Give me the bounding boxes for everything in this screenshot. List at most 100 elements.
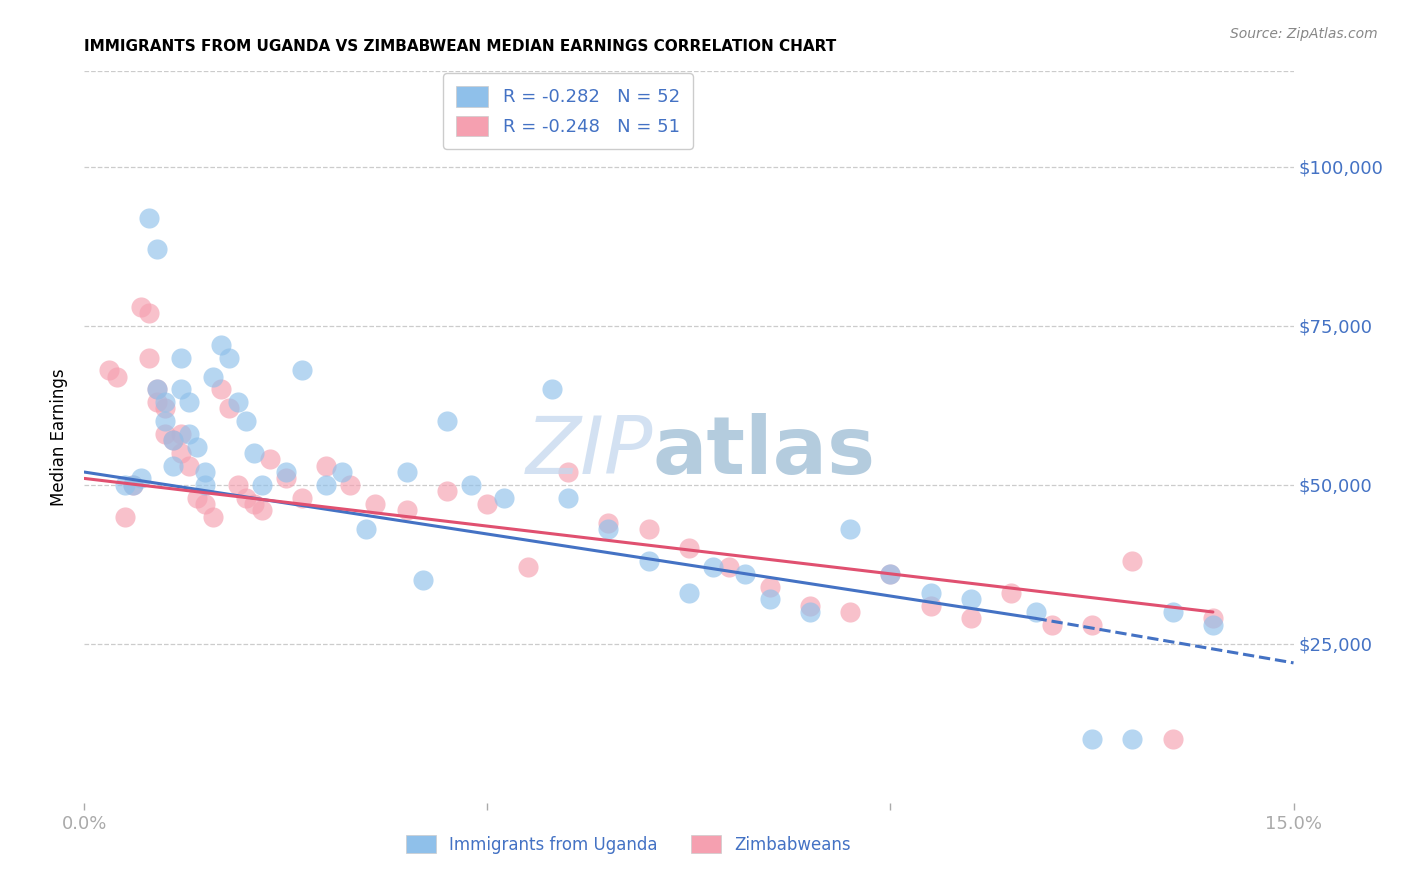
Point	[291, 491, 314, 505]
Point	[315, 458, 337, 473]
Point	[1121, 554, 1143, 568]
Point	[170, 446, 193, 460]
Point	[138, 306, 160, 320]
Point	[121, 477, 143, 491]
Point	[274, 465, 297, 479]
Point	[702, 560, 724, 574]
Point	[179, 395, 201, 409]
Point	[1025, 605, 1047, 619]
Point	[179, 426, 201, 441]
Point	[250, 503, 273, 517]
Point	[153, 395, 176, 409]
Point	[97, 363, 120, 377]
Point	[186, 440, 208, 454]
Point	[242, 497, 264, 511]
Point	[186, 491, 208, 505]
Point	[492, 491, 515, 505]
Point	[516, 560, 538, 574]
Text: ZIP: ZIP	[526, 413, 652, 491]
Point	[235, 414, 257, 428]
Point	[678, 541, 700, 556]
Point	[460, 477, 482, 491]
Point	[1202, 611, 1225, 625]
Y-axis label: Median Earnings: Median Earnings	[51, 368, 69, 506]
Point	[138, 351, 160, 365]
Point	[259, 452, 281, 467]
Point	[879, 566, 901, 581]
Point	[339, 477, 361, 491]
Point	[146, 383, 169, 397]
Point	[226, 477, 249, 491]
Point	[162, 434, 184, 448]
Point	[170, 383, 193, 397]
Point	[758, 592, 780, 607]
Point	[153, 426, 176, 441]
Point	[1081, 617, 1104, 632]
Point	[291, 363, 314, 377]
Point	[218, 401, 240, 416]
Point	[960, 592, 983, 607]
Point	[1081, 732, 1104, 747]
Point	[194, 465, 217, 479]
Point	[363, 497, 385, 511]
Point	[138, 211, 160, 225]
Point	[105, 369, 128, 384]
Point	[235, 491, 257, 505]
Point	[1202, 617, 1225, 632]
Legend: Immigrants from Uganda, Zimbabweans: Immigrants from Uganda, Zimbabweans	[399, 829, 858, 860]
Point	[218, 351, 240, 365]
Point	[799, 605, 821, 619]
Point	[114, 509, 136, 524]
Point	[1161, 732, 1184, 747]
Point	[146, 383, 169, 397]
Point	[250, 477, 273, 491]
Point	[274, 471, 297, 485]
Point	[153, 401, 176, 416]
Point	[412, 573, 434, 587]
Point	[395, 503, 418, 517]
Point	[598, 522, 620, 536]
Point	[477, 497, 499, 511]
Point	[678, 586, 700, 600]
Point	[598, 516, 620, 530]
Point	[734, 566, 756, 581]
Point	[436, 414, 458, 428]
Point	[242, 446, 264, 460]
Point	[436, 484, 458, 499]
Point	[129, 300, 152, 314]
Point	[637, 554, 659, 568]
Point	[1161, 605, 1184, 619]
Point	[330, 465, 353, 479]
Text: atlas: atlas	[652, 413, 876, 491]
Point	[194, 477, 217, 491]
Point	[170, 426, 193, 441]
Point	[114, 477, 136, 491]
Point	[758, 580, 780, 594]
Point	[799, 599, 821, 613]
Point	[1040, 617, 1063, 632]
Text: IMMIGRANTS FROM UGANDA VS ZIMBABWEAN MEDIAN EARNINGS CORRELATION CHART: IMMIGRANTS FROM UGANDA VS ZIMBABWEAN MED…	[84, 38, 837, 54]
Point	[129, 471, 152, 485]
Point	[920, 586, 942, 600]
Point	[146, 395, 169, 409]
Point	[146, 243, 169, 257]
Point	[1000, 586, 1022, 600]
Point	[960, 611, 983, 625]
Point	[356, 522, 378, 536]
Point	[162, 458, 184, 473]
Point	[395, 465, 418, 479]
Point	[194, 497, 217, 511]
Point	[557, 491, 579, 505]
Point	[170, 351, 193, 365]
Point	[718, 560, 741, 574]
Point	[879, 566, 901, 581]
Point	[541, 383, 564, 397]
Point	[920, 599, 942, 613]
Point	[226, 395, 249, 409]
Point	[1121, 732, 1143, 747]
Point	[315, 477, 337, 491]
Point	[202, 509, 225, 524]
Point	[162, 434, 184, 448]
Point	[209, 338, 232, 352]
Point	[202, 369, 225, 384]
